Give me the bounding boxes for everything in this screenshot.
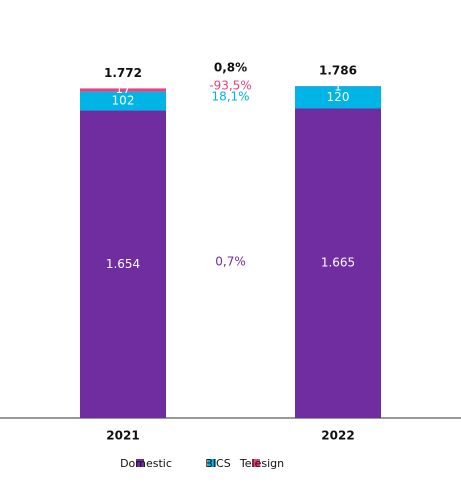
value-label: 1.665 [321,256,355,270]
change-label: 0,7% [215,254,246,268]
value-label: 1.654 [106,257,140,271]
legend-swatch [136,459,144,467]
bar-segment [295,108,381,418]
legend-label: BICS [205,457,230,470]
legend-swatch [252,459,260,467]
legend-swatch [208,459,216,467]
bar-segment [295,86,381,109]
change-label: 18,1% [211,90,249,104]
value-label: 120 [327,90,350,104]
value-label: 1 [334,80,342,94]
value-label: 102 [112,94,135,108]
legend-label: Domestic [120,457,172,470]
value-label: 17 [115,82,130,96]
total-label: 1.786 [319,64,357,78]
x-tick-label: 2022 [321,429,354,443]
bar-segment [80,91,166,111]
bar-segment [80,110,166,419]
x-tick-label: 2021 [106,429,139,443]
bar-segment [80,88,166,92]
change-label: -93,5% [209,79,251,93]
total-change-label: 0,8% [214,61,247,75]
legend-label: Telesign [239,457,284,470]
total-label: 1.772 [104,66,142,80]
